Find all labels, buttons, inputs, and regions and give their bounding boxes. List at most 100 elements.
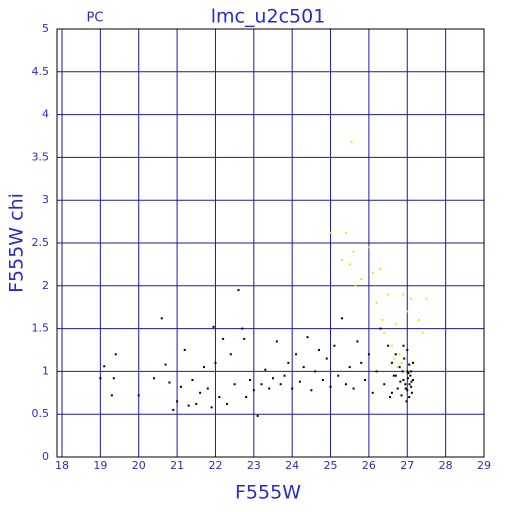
point [275,340,278,343]
x-tick-label: 18 [55,459,69,472]
point [341,259,344,262]
point [364,378,367,381]
point [425,297,428,300]
point [195,402,198,405]
x-axis-label: F555W [235,482,301,504]
point [402,378,405,381]
point [218,396,221,399]
point [408,396,411,399]
x-tick-label: 26 [362,459,376,472]
point [407,377,410,380]
point [168,381,171,384]
point [360,277,363,280]
point [406,370,409,373]
point [241,327,244,330]
point [243,337,246,340]
point [260,383,263,386]
x-tick-label: 27 [400,459,414,472]
point [348,263,351,266]
point [344,383,347,386]
point [314,370,317,373]
y-tick-label: 2.5 [32,236,50,249]
point [360,361,363,364]
x-tick-label: 21 [170,459,184,472]
point [137,394,140,397]
y-tick-label: 0.5 [32,407,50,420]
x-tick-label: 25 [324,459,338,472]
y-axis-label: F555W chi [6,193,28,293]
point [352,387,355,390]
point [387,293,390,296]
point [222,337,225,340]
point [412,378,415,381]
x-tick-label: 19 [93,459,107,472]
point [379,327,382,330]
point [344,231,347,234]
point [367,246,370,249]
point [172,408,175,411]
point [389,396,392,399]
point [352,250,355,253]
point [202,366,205,369]
point [264,368,267,371]
chart-title: lmc_u2c501 [211,6,326,28]
point [392,374,395,377]
y-tick-label: 2 [42,279,49,292]
point [212,325,215,328]
plot-frame [56,28,485,458]
point [114,353,117,356]
point [417,319,420,322]
y-tick-label: 4.5 [32,65,50,78]
point [164,363,167,366]
point [325,357,328,360]
point [179,385,182,388]
point [375,301,378,304]
point [390,391,393,394]
point [402,293,405,296]
point [191,378,194,381]
point [237,289,240,292]
x-tick-label: 28 [439,459,453,472]
point [403,357,406,360]
y-tick-label: 0 [42,450,49,463]
point [183,349,186,351]
x-tick-label: 29 [477,459,491,472]
point [371,391,374,394]
point [229,353,232,356]
point [410,385,413,388]
point [407,372,410,375]
x-tick-label: 22 [208,459,222,472]
point [279,383,282,386]
x-tick-label: 23 [247,459,261,472]
point [295,353,298,356]
point [214,361,217,364]
point [298,380,301,383]
point [329,385,332,388]
point [390,344,393,347]
point [410,297,413,300]
point [225,402,228,405]
x-tick-label: 20 [132,459,146,472]
point [404,383,407,386]
point [394,353,397,356]
point [406,310,409,313]
point [99,377,102,380]
point [410,391,413,394]
point [400,394,403,397]
point [248,378,251,381]
y-tick-label: 3 [42,193,49,206]
point [306,336,309,339]
point [406,389,409,392]
point [210,406,213,409]
point [394,323,397,326]
point [176,400,179,403]
y-tick-label: 1.5 [32,322,50,335]
y-tick-label: 5 [42,22,49,35]
point [404,387,407,390]
point [272,377,274,380]
point [404,370,407,373]
point [421,331,424,334]
point [398,366,401,369]
point [401,370,404,373]
